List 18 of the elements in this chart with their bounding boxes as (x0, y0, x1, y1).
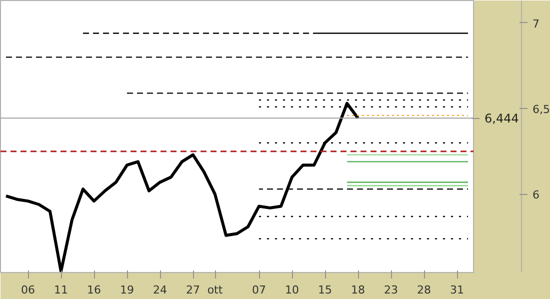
x-tick-label: 31 (450, 284, 464, 296)
x-tick-label: 19 (120, 284, 134, 296)
x-tick-label: 27 (186, 284, 200, 296)
x-tick-label: 23 (384, 284, 398, 296)
x-tick-label: 16 (87, 284, 101, 296)
x-tick-label: 24 (153, 284, 167, 296)
x-tick-label: 11 (54, 284, 68, 296)
x-tick-label: 07 (252, 284, 266, 296)
ref-line-label: 6,444 (484, 112, 519, 126)
y-tick-label: 6 (532, 188, 540, 202)
y-tick-label: 7 (532, 17, 540, 30)
x-tick-label: 18 (351, 284, 365, 296)
x-tick-label: ott (207, 284, 224, 296)
y-tick-label: 6,5 (532, 103, 550, 116)
x-tick-label: 10 (285, 284, 299, 296)
x-tick-label: 06 (21, 284, 35, 296)
x-tick-label: 15 (318, 284, 332, 296)
x-tick-label: 28 (417, 284, 431, 296)
